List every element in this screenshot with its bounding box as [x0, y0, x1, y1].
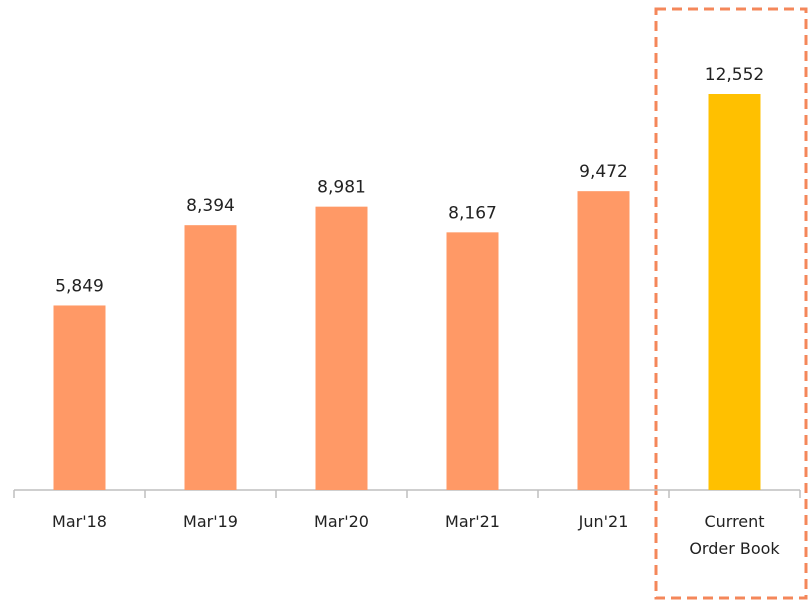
x-tick-label-box: Mar'20 — [276, 508, 407, 535]
x-tick-label-box: Mar'21 — [407, 508, 538, 535]
x-tick-label-box: Jun'21 — [538, 508, 669, 535]
bar — [184, 225, 237, 490]
x-tick-label: Jun'21 — [578, 512, 629, 531]
value-label: 12,552 — [705, 65, 764, 85]
x-tick-label: Current Order Book — [689, 512, 780, 558]
x-tick-label: Mar'20 — [314, 512, 369, 531]
value-label: 8,167 — [448, 203, 497, 223]
bar — [53, 305, 106, 490]
bar — [315, 206, 368, 490]
x-tick-label: Mar'21 — [445, 512, 500, 531]
bar — [708, 94, 761, 490]
x-tick-label: Mar'18 — [52, 512, 107, 531]
x-tick-label-box: Mar'18 — [14, 508, 145, 535]
bar — [446, 232, 499, 490]
x-tick-label: Mar'19 — [183, 512, 238, 531]
value-label: 5,849 — [55, 276, 104, 296]
bar — [577, 191, 630, 490]
value-label: 8,394 — [186, 196, 235, 216]
x-tick-label-box: Mar'19 — [145, 508, 276, 535]
value-label: 8,981 — [317, 178, 366, 198]
x-tick-label-box: Current Order Book — [669, 508, 800, 562]
value-label: 9,472 — [579, 162, 628, 182]
